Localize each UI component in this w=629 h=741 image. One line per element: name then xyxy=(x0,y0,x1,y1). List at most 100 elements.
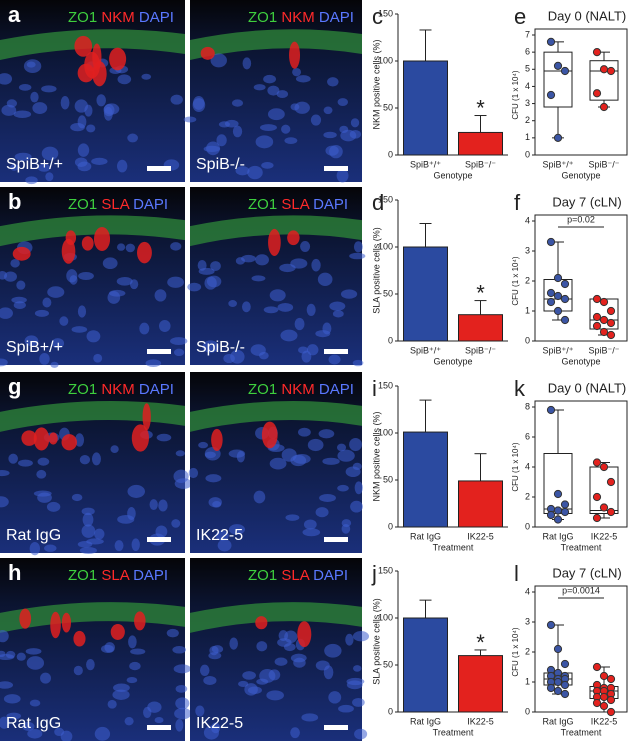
stain-name: SLA xyxy=(101,567,129,584)
stain-legend: ZO1 NKM DAPI xyxy=(68,381,174,398)
nucleus xyxy=(154,289,167,302)
nucleus xyxy=(261,162,274,169)
x-axis-label: Genotype xyxy=(433,356,472,366)
nucleus xyxy=(29,541,41,556)
y-tick-label: 6 xyxy=(525,431,530,441)
nucleus xyxy=(0,716,10,729)
nucleus xyxy=(116,243,126,251)
y-axis-label: CFU (1 x 10⁴) xyxy=(511,70,520,120)
y-tick-label: 3 xyxy=(525,245,530,255)
data-point xyxy=(553,686,563,696)
y-tick-label: 2 xyxy=(525,275,530,285)
micrograph xyxy=(183,0,362,183)
nucleus xyxy=(336,168,349,183)
nucleus xyxy=(174,707,192,720)
nucleus xyxy=(16,280,26,290)
micrograph xyxy=(188,372,363,553)
nucleus xyxy=(36,469,47,479)
y-axis-label: NKM positive cells (%) xyxy=(371,411,381,501)
nucleus xyxy=(315,507,329,518)
nucleus xyxy=(0,629,9,643)
data-point xyxy=(553,61,563,70)
x-tick-label: IK22-5 xyxy=(591,716,618,726)
stained-cell xyxy=(110,624,125,640)
nucleus xyxy=(173,664,191,674)
y-tick-label: 1 xyxy=(525,132,530,142)
plot-frame xyxy=(534,28,628,156)
y-tick-label: 4 xyxy=(525,586,530,596)
nucleus xyxy=(350,118,360,128)
data-point xyxy=(606,707,616,717)
nucleus xyxy=(274,657,288,666)
stain-name: NKM xyxy=(101,381,134,398)
nucleus xyxy=(22,721,35,732)
nucleus xyxy=(327,77,339,87)
stain-name: SLA xyxy=(281,196,309,213)
y-tick-label: 0 xyxy=(388,149,393,159)
nucleus xyxy=(253,84,266,91)
nucleus xyxy=(125,243,135,253)
y-tick-label: 4 xyxy=(525,81,530,91)
y-tick-label: 150 xyxy=(378,380,393,390)
nucleus xyxy=(94,726,111,741)
image-label: SpiB+/+ xyxy=(6,339,63,356)
nucleus xyxy=(129,661,141,671)
nucleus xyxy=(51,338,65,349)
nucleus xyxy=(263,74,277,84)
stain-legend: ZO1 NKM DAPI xyxy=(68,9,174,26)
nucleus xyxy=(229,637,238,650)
nucleus xyxy=(352,631,370,642)
nucleus xyxy=(170,337,188,345)
nucleus xyxy=(352,359,364,367)
nucleus xyxy=(91,157,108,165)
nucleus xyxy=(81,507,95,516)
data-point xyxy=(599,315,609,325)
nucleus xyxy=(217,539,232,552)
nucleus xyxy=(94,528,105,540)
x-tick-label: SpiB⁻/⁻ xyxy=(465,345,496,355)
nucleus xyxy=(336,443,347,452)
nucleus xyxy=(18,83,32,91)
stained-cell xyxy=(268,228,281,257)
data-point xyxy=(592,312,602,322)
stain-name: NKM xyxy=(101,9,134,26)
nucleus xyxy=(147,701,162,713)
plot-frame xyxy=(534,214,628,342)
nucleus xyxy=(235,257,245,265)
data-point xyxy=(546,297,556,307)
data-point xyxy=(592,513,602,523)
stain-name: ZO1 xyxy=(68,196,97,213)
chart-title: Day 0 (NALT) xyxy=(548,8,627,23)
data-point xyxy=(599,692,609,702)
nucleus xyxy=(215,530,229,541)
nucleus xyxy=(170,94,183,105)
stained-cell xyxy=(137,241,152,264)
nucleus xyxy=(78,272,94,281)
nucleus xyxy=(17,459,33,467)
nucleus xyxy=(141,73,152,80)
nucleus xyxy=(82,512,94,527)
nucleus xyxy=(175,697,190,710)
nucleus xyxy=(45,172,54,182)
nucleus xyxy=(247,686,262,694)
nucleus xyxy=(50,361,59,368)
stain-legend: ZO1 SLA DAPI xyxy=(248,196,348,213)
nucleus xyxy=(203,675,217,685)
nucleus xyxy=(354,481,363,495)
stain-legend: ZO1 NKM DAPI xyxy=(248,381,354,398)
epithelium-band xyxy=(0,215,185,247)
p-value: p=0.02 xyxy=(567,214,595,224)
nucleus xyxy=(77,305,87,318)
y-tick-label: 4 xyxy=(525,215,530,225)
nucleus xyxy=(241,301,251,313)
stain-legend: ZO1 SLA DAPI xyxy=(68,196,168,213)
nucleus xyxy=(71,493,83,502)
nucleus xyxy=(116,276,133,286)
stain-name: DAPI xyxy=(313,196,348,213)
nucleus xyxy=(349,129,362,139)
data-point xyxy=(553,306,563,316)
bar xyxy=(403,431,448,528)
chart-title: Day 7 (cLN) xyxy=(552,194,621,209)
epithelium-band xyxy=(190,602,362,633)
nucleus xyxy=(183,116,197,123)
